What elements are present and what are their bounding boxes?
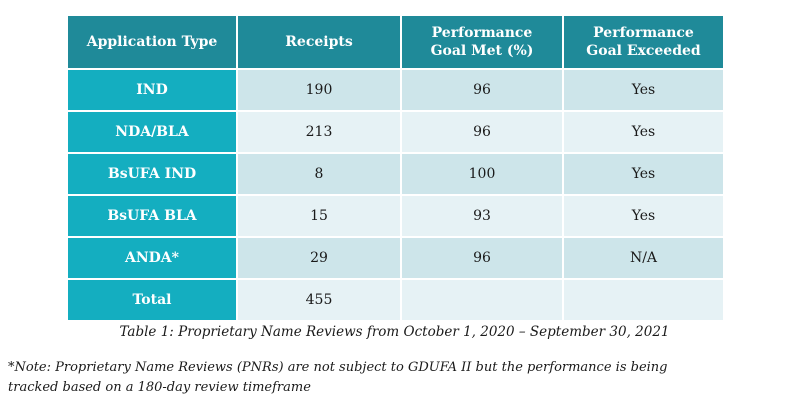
goal-exceeded-cell: [562, 278, 725, 322]
goal-exceeded-cell: Yes: [562, 110, 725, 154]
receipts-cell: 29: [236, 236, 402, 280]
goal-met-cell: [400, 278, 564, 322]
row-label-total: Total: [66, 278, 238, 322]
goal-met-cell: 96: [400, 110, 564, 154]
table-row: BsUFA BLA 15 93 Yes: [66, 194, 725, 238]
row-label: BsUFA BLA: [66, 194, 238, 238]
table-row-total: Total 455: [66, 278, 725, 322]
receipts-total-cell: 455: [236, 278, 402, 322]
receipts-cell: 190: [236, 68, 402, 112]
row-label: ANDA*: [66, 236, 238, 280]
goal-exceeded-cell: N/A: [562, 236, 725, 280]
table-caption: Table 1: Proprietary Name Reviews from O…: [119, 324, 670, 340]
table-row: NDA/BLA 213 96 Yes: [66, 110, 725, 154]
table-row: BsUFA IND 8 100 Yes: [66, 152, 725, 196]
goal-met-cell: 96: [400, 68, 564, 112]
table-header-row: Application Type Receipts Performance Go…: [66, 14, 725, 70]
goal-met-cell: 93: [400, 194, 564, 238]
col-header-goal-exceeded: Performance Goal Exceeded: [562, 14, 725, 70]
pnr-table: Application Type Receipts Performance Go…: [66, 14, 725, 322]
goal-exceeded-cell: Yes: [562, 194, 725, 238]
row-label: NDA/BLA: [66, 110, 238, 154]
col-header-application-type: Application Type: [66, 14, 238, 70]
col-header-goal-met: Performance Goal Met (%): [400, 14, 564, 70]
row-label: BsUFA IND: [66, 152, 238, 196]
receipts-cell: 213: [236, 110, 402, 154]
receipts-cell: 15: [236, 194, 402, 238]
receipts-cell: 8: [236, 152, 402, 196]
row-label: IND: [66, 68, 238, 112]
footnote: *Note: Proprietary Name Reviews (PNRs) a…: [8, 360, 668, 395]
goal-met-cell: 96: [400, 236, 564, 280]
table-row: IND 190 96 Yes: [66, 68, 725, 112]
table-row: ANDA* 29 96 N/A: [66, 236, 725, 280]
goal-exceeded-cell: Yes: [562, 152, 725, 196]
col-header-receipts: Receipts: [236, 14, 402, 70]
goal-met-cell: 100: [400, 152, 564, 196]
goal-exceeded-cell: Yes: [562, 68, 725, 112]
